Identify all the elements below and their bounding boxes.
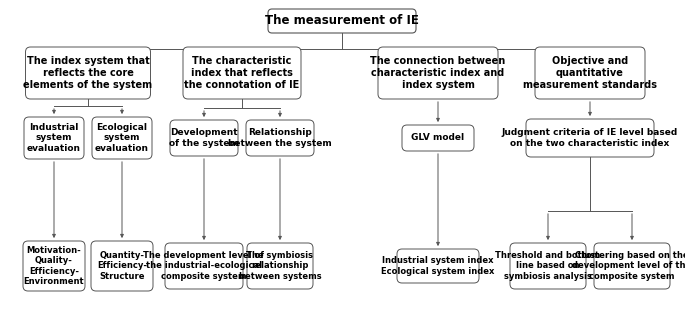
FancyBboxPatch shape [402,125,474,151]
FancyBboxPatch shape [92,117,152,159]
FancyBboxPatch shape [526,119,654,157]
Text: The index system that
reflects the core
elements of the system: The index system that reflects the core … [23,56,153,90]
Text: The measurement of IE: The measurement of IE [265,14,419,28]
FancyBboxPatch shape [23,241,85,291]
FancyBboxPatch shape [535,47,645,99]
FancyBboxPatch shape [378,47,498,99]
FancyBboxPatch shape [183,47,301,99]
FancyBboxPatch shape [247,243,313,289]
FancyBboxPatch shape [268,9,416,33]
Text: Threshold and bottom
line based on
symbiosis analysis: Threshold and bottom line based on symbi… [495,251,601,281]
Text: Clustering based on the
development level of the
composite system: Clustering based on the development leve… [573,251,685,281]
FancyBboxPatch shape [24,117,84,159]
Text: The connection between
characteristic index and
index system: The connection between characteristic in… [371,56,506,90]
Text: Judgment criteria of IE level based
on the two characteristic index: Judgment criteria of IE level based on t… [502,128,678,148]
Text: Ecological
system
evaluation: Ecological system evaluation [95,123,149,153]
Text: Quantity-
Efficiency-
Structure: Quantity- Efficiency- Structure [97,251,147,281]
Text: Objective and
quantitative
measurement standards: Objective and quantitative measurement s… [523,56,657,90]
FancyBboxPatch shape [246,120,314,156]
Text: Motivation-
Quality-
Efficiency-
Environment: Motivation- Quality- Efficiency- Environ… [24,246,84,286]
FancyBboxPatch shape [91,241,153,291]
Text: The symbiosis
relationship
between systems: The symbiosis relationship between syste… [238,251,321,281]
Text: Development
of the system: Development of the system [169,128,239,148]
Text: Industrial
system
evaluation: Industrial system evaluation [27,123,81,153]
FancyBboxPatch shape [170,120,238,156]
FancyBboxPatch shape [25,47,151,99]
FancyBboxPatch shape [165,243,243,289]
Text: The development level of
the industrial-ecological
composite system: The development level of the industrial-… [143,251,264,281]
FancyBboxPatch shape [594,243,670,289]
Text: Relationship
between the system: Relationship between the system [228,128,332,148]
FancyBboxPatch shape [397,249,479,283]
Text: Industrial system index
Ecological system index: Industrial system index Ecological syste… [382,256,495,276]
FancyBboxPatch shape [510,243,586,289]
Text: GLV model: GLV model [412,134,464,143]
Text: The characteristic
index that reflects
the connotation of IE: The characteristic index that reflects t… [184,56,299,90]
